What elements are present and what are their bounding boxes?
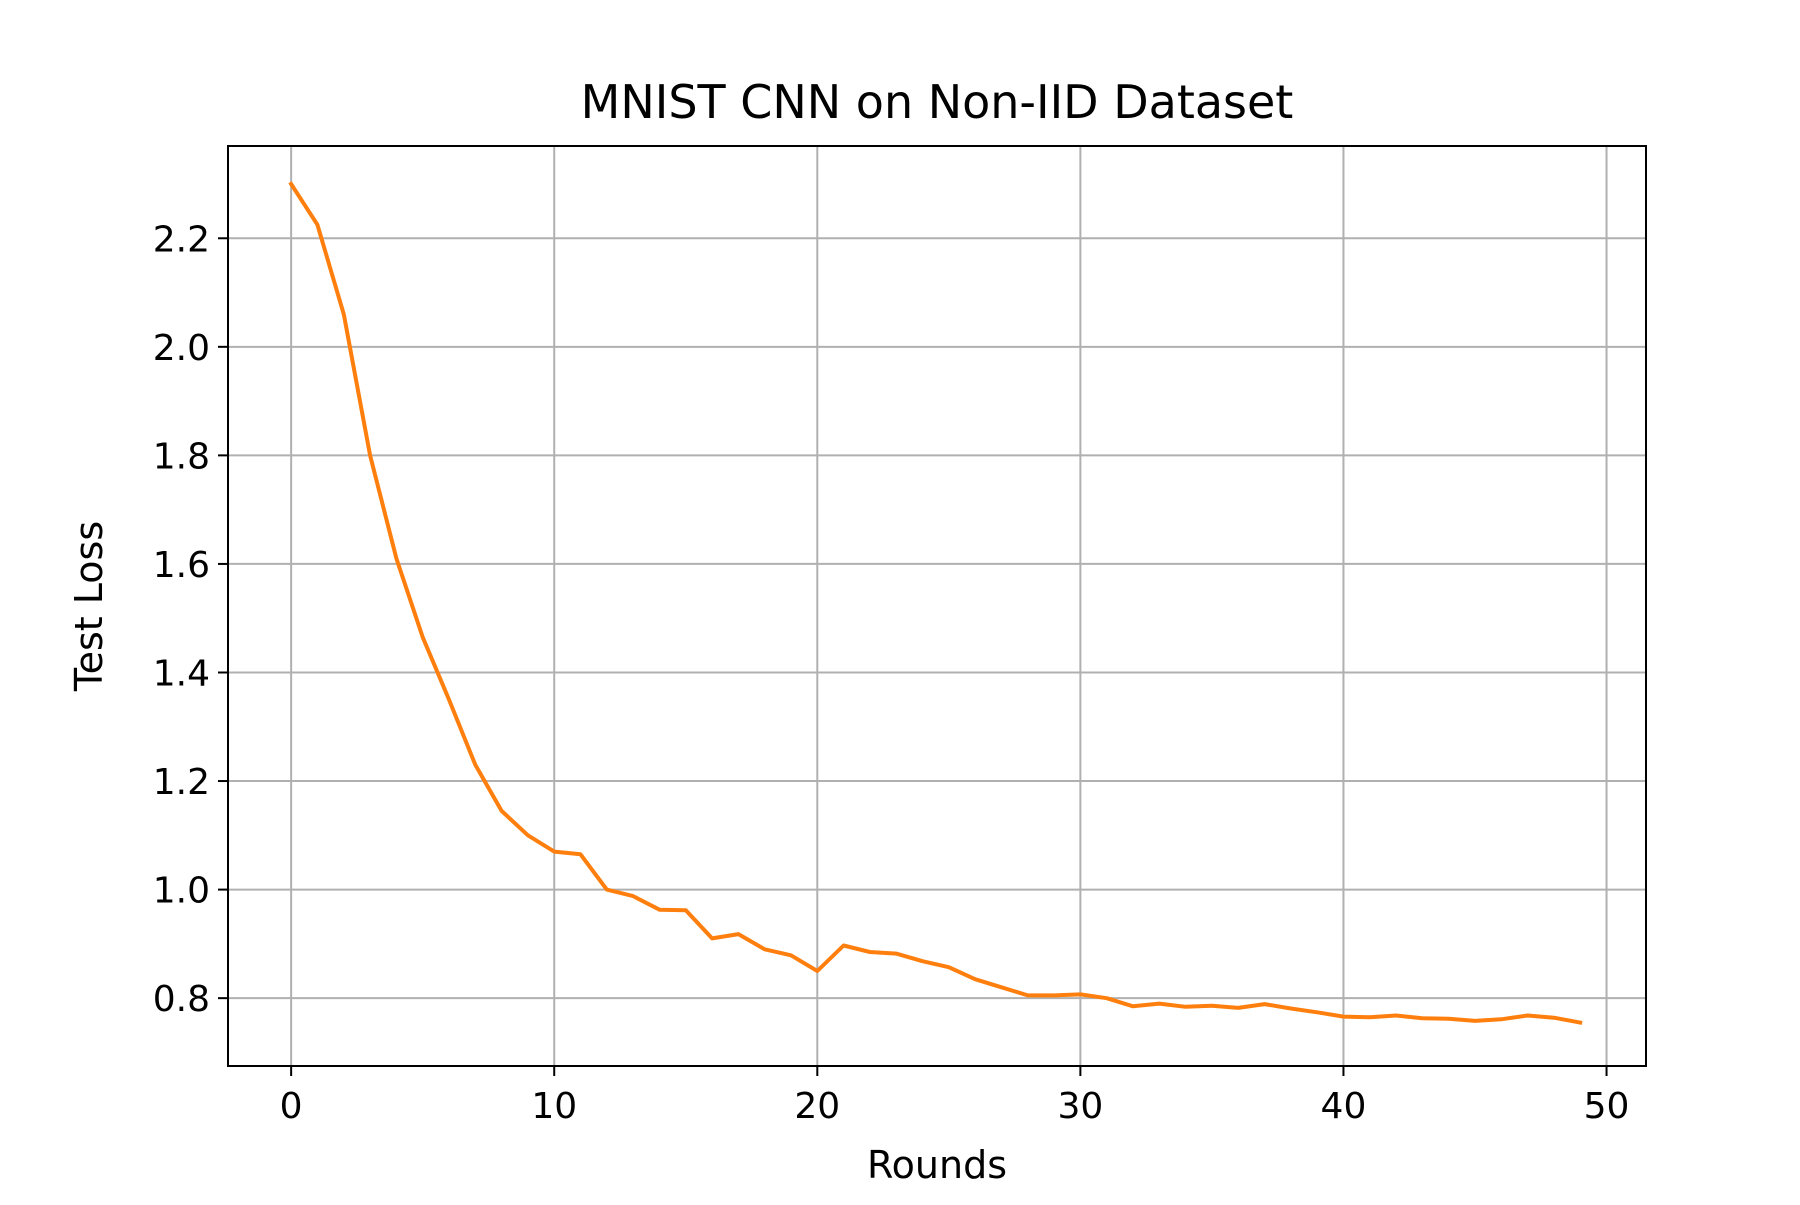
series-line xyxy=(288,181,1583,1025)
y-tick-label: 2.2 xyxy=(153,219,210,260)
plot-area xyxy=(288,181,1583,1025)
ticks: 0 10 20 30 40 50 0.8 1.0 1.2 1.4 1.6 1.8 2.0 2.2 xyxy=(153,219,1630,1127)
y-tick-label: 1.6 xyxy=(153,545,210,586)
y-axis-label: Test Loss xyxy=(67,521,111,692)
y-tick-label: 0.8 xyxy=(153,979,210,1020)
chart-title: MNIST CNN on Non-IID Dataset xyxy=(581,75,1294,129)
y-tick-label: 1.2 xyxy=(153,762,210,803)
axes-frame xyxy=(227,145,1647,1067)
y-tick-label: 1.0 xyxy=(153,871,210,912)
x-tick-label: 50 xyxy=(1584,1086,1630,1127)
x-tick-label: 40 xyxy=(1321,1086,1367,1127)
grid xyxy=(228,146,1646,1066)
y-tick-label: 2.0 xyxy=(153,328,210,369)
y-tick-label: 1.8 xyxy=(153,436,210,477)
x-axis-label: Rounds xyxy=(867,1143,1007,1187)
x-tick-label: 0 xyxy=(280,1086,303,1127)
x-tick-label: 30 xyxy=(1057,1086,1103,1127)
x-tick-label: 10 xyxy=(531,1086,577,1127)
x-tick-label: 20 xyxy=(794,1086,840,1127)
y-tick-label: 1.4 xyxy=(153,653,210,694)
